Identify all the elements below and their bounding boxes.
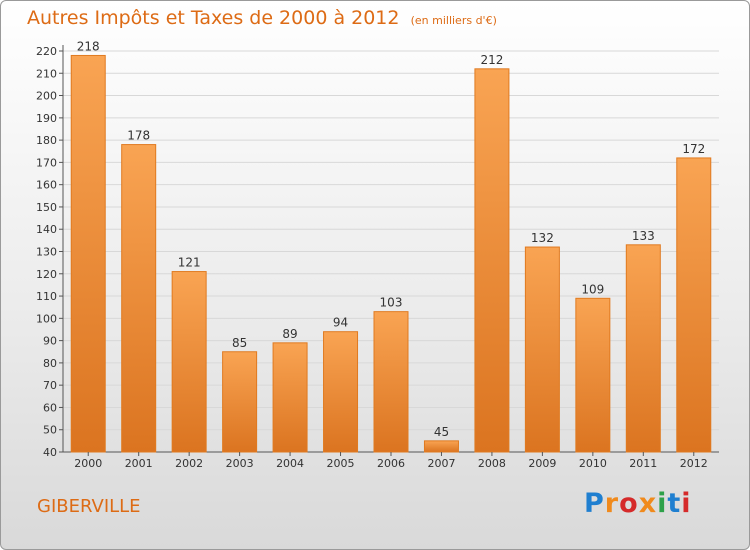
logo-letter: t [667,488,682,519]
x-tick-label: 2009 [528,457,556,470]
bar-value-label: 121 [178,256,201,270]
x-tick-label: 2004 [276,457,304,470]
y-tick-label: 50 [43,424,57,437]
logo-letter: o [619,488,639,519]
bar [70,54,106,453]
y-tick-label: 140 [36,223,57,236]
logo-letter: P [584,488,605,519]
x-tick-label: 2000 [74,457,102,470]
bar-value-label: 103 [380,296,403,310]
y-tick-label: 220 [36,45,57,58]
logo-letter: i [657,488,668,519]
bar [121,144,157,453]
bar-value-label: 178 [127,129,150,143]
x-tick-label: 2002 [175,457,203,470]
bar [222,351,258,453]
x-tick-label: 2003 [226,457,254,470]
y-tick-label: 160 [36,179,57,192]
x-tick-label: 2001 [125,457,153,470]
bar-value-label: 45 [434,425,449,439]
y-tick-label: 40 [43,446,57,459]
y-tick-label: 170 [36,156,57,169]
y-tick-label: 80 [43,357,57,370]
y-tick-label: 60 [43,401,57,414]
y-tick-label: 110 [36,290,57,303]
y-tick-label: 150 [36,201,57,214]
x-tick-label: 2011 [629,457,657,470]
y-tick-label: 180 [36,134,57,147]
x-tick-label: 2006 [377,457,405,470]
logo-letter: i [681,488,692,519]
chart-title: Autres Impôts et Taxes de 2000 à 2012 (e… [27,7,497,29]
bar-value-label: 89 [282,327,297,341]
bar-value-label: 212 [480,53,503,67]
y-tick-label: 200 [36,90,57,103]
bar [676,157,712,453]
bar [323,331,359,453]
x-tick-label: 2012 [680,457,708,470]
y-tick-label: 90 [43,335,57,348]
proxiti-logo: Proxiti [584,488,692,519]
bar [625,244,661,453]
y-tick-label: 190 [36,112,57,125]
chart-title-text: Autres Impôts et Taxes de 2000 à 2012 [27,7,400,29]
y-tick-label: 130 [36,246,57,259]
x-tick-label: 2008 [478,457,506,470]
x-tick-label: 2005 [327,457,355,470]
x-tick-label: 2010 [579,457,607,470]
bar [575,297,611,453]
y-tick-label: 100 [36,312,57,325]
y-tick-label: 70 [43,379,57,392]
bar [474,68,510,453]
bar [524,246,560,453]
logo-letter: r [604,488,620,519]
bar-value-label: 94 [333,316,348,330]
bar [272,342,308,453]
bar [423,440,459,453]
y-tick-label: 210 [36,67,57,80]
bar-value-label: 218 [77,39,100,53]
chart-unit-note: (en milliers d'€) [410,14,497,27]
bar [171,271,207,453]
logo-letter: x [638,488,658,519]
commune-name: GIBERVILLE [37,496,141,517]
y-tick-label: 120 [36,268,57,281]
bar-value-label: 133 [632,229,655,243]
bar [373,311,409,453]
bar-value-label: 85 [232,336,247,350]
x-tick-label: 2007 [427,457,455,470]
bar-value-label: 132 [531,231,554,245]
bar-value-label: 109 [581,282,604,296]
bar-value-label: 172 [682,142,705,156]
